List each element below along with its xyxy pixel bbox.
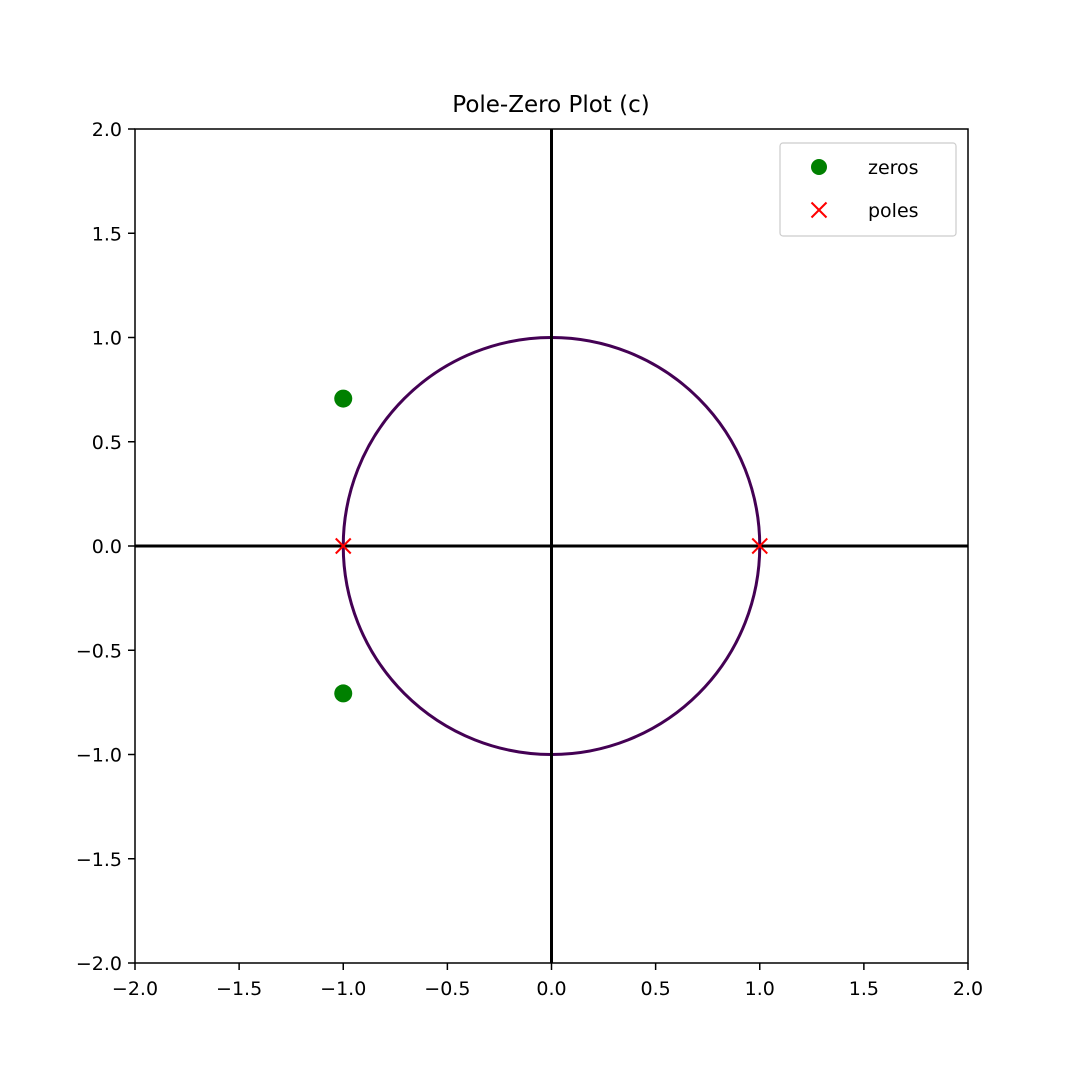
x-tick-label: −2.0 bbox=[112, 978, 158, 1000]
x-tick-label: −1.5 bbox=[216, 978, 262, 1000]
y-tick-label: 1.0 bbox=[92, 328, 122, 350]
x-tick-label: −1.0 bbox=[320, 978, 366, 1000]
zero-marker bbox=[334, 389, 353, 408]
axis-ticks: −2.0 −1.5 −1.0 −0.5 0.0 0.5 1.0 1.5 2.0 −2.0 −1.5 −… bbox=[76, 119, 983, 1000]
x-tick-label: −0.5 bbox=[424, 978, 470, 1000]
zero-marker bbox=[334, 684, 353, 703]
pole-marker bbox=[335, 537, 352, 555]
pole-marker-stroke bbox=[335, 537, 352, 555]
legend: zeros poles bbox=[779, 142, 957, 237]
legend-poles-label: poles bbox=[868, 200, 919, 222]
plot-area bbox=[135, 129, 968, 963]
legend-zeros-label: zeros bbox=[868, 157, 919, 179]
legend-poles-marker bbox=[810, 201, 828, 219]
x-tick-label: 1.0 bbox=[745, 978, 775, 1000]
y-tick-label: 0.0 bbox=[92, 536, 122, 558]
y-tick-label: −2.0 bbox=[76, 953, 122, 975]
y-tick-label: −1.5 bbox=[76, 849, 122, 871]
pole-marker-stroke bbox=[751, 537, 768, 555]
y-tick-label: 1.5 bbox=[92, 223, 122, 245]
y-tick-label: 2.0 bbox=[92, 119, 122, 141]
x-tick-label: 2.0 bbox=[953, 978, 983, 1000]
y-tick-label: −1.0 bbox=[76, 745, 122, 767]
legend-zeros-marker bbox=[811, 159, 827, 175]
x-tick-label: 1.5 bbox=[849, 978, 879, 1000]
y-tick-label: −0.5 bbox=[76, 640, 122, 662]
legend-pole-stroke bbox=[810, 201, 828, 219]
y-tick-label: 0.5 bbox=[92, 432, 122, 454]
x-tick-label: 0.0 bbox=[536, 978, 566, 1000]
pole-marker bbox=[751, 537, 768, 555]
x-tick-label: 0.5 bbox=[641, 978, 671, 1000]
chart-title: Pole-Zero Plot (c) bbox=[452, 92, 649, 118]
